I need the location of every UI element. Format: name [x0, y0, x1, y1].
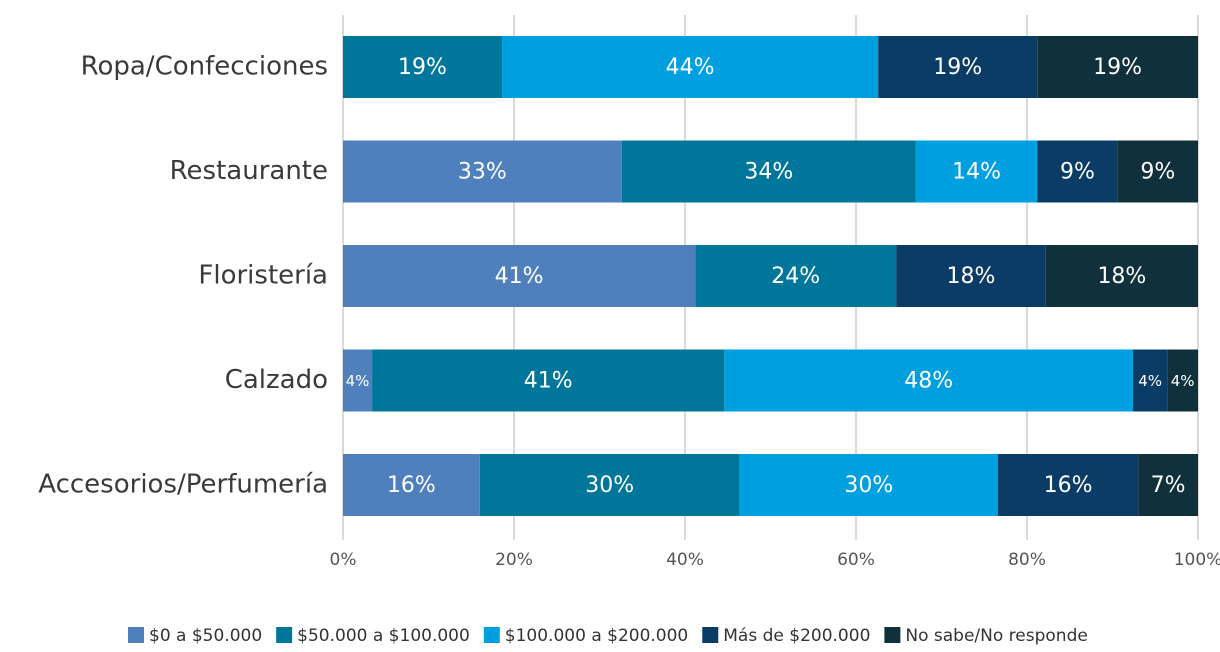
category-label: Accesorios/Perfumería: [38, 470, 328, 500]
x-tick-label: 60%: [837, 550, 875, 570]
data-label: 19%: [933, 55, 982, 80]
data-label: 24%: [771, 264, 820, 289]
data-label: 41%: [524, 369, 573, 394]
legend-swatch: [483, 627, 500, 643]
bar-segment: [343, 140, 622, 203]
bar-segment: [343, 349, 373, 412]
bar-segment: [621, 140, 916, 203]
category-label: Restaurante: [170, 156, 328, 186]
data-label: 18%: [1097, 264, 1146, 289]
bar-segment: [1167, 349, 1198, 412]
data-label: 16%: [1044, 473, 1093, 498]
data-label: 48%: [904, 369, 953, 394]
bar-segment: [479, 454, 740, 516]
x-tick-label: 40%: [666, 550, 704, 570]
legend-label: $0 a $50.000: [149, 626, 262, 646]
legend-label: $50.000 a $100.000: [297, 626, 470, 646]
bar-segment: [343, 245, 696, 307]
bar-segment: [502, 36, 879, 98]
category-label: Ropa/Confecciones: [81, 52, 328, 82]
bar-segment: [915, 140, 1038, 203]
bar-segment: [896, 245, 1046, 307]
data-label: 7%: [1151, 473, 1186, 498]
legend-swatch: [276, 627, 293, 643]
legend-swatch: [702, 627, 719, 643]
data-label: 4%: [346, 372, 370, 390]
data-label: 44%: [666, 55, 715, 80]
data-label: 16%: [387, 473, 436, 498]
bar-segment: [724, 349, 1134, 412]
bar-segment: [739, 454, 998, 516]
bar-segment: [1138, 454, 1198, 516]
category-label: Floristería: [198, 261, 328, 291]
x-tick-label: 80%: [1008, 550, 1046, 570]
data-label: 30%: [844, 473, 893, 498]
data-label: 19%: [1093, 55, 1142, 80]
data-label: 9%: [1060, 160, 1095, 185]
data-label: 41%: [495, 264, 544, 289]
bar-segment: [1045, 245, 1198, 307]
data-label: 9%: [1140, 160, 1175, 185]
bar-segment: [695, 245, 897, 307]
data-label: 19%: [398, 55, 447, 80]
bar-segment: [1117, 140, 1198, 203]
bar-segment: [1133, 349, 1168, 412]
bar-segment: [1037, 140, 1118, 203]
legend-label: No sabe/No responde: [905, 626, 1087, 646]
bar-segment: [878, 36, 1038, 98]
legend-label: Más de $200.000: [723, 626, 870, 646]
legend-swatch: [884, 627, 901, 643]
legend-label: $100.000 a $200.000: [505, 626, 688, 646]
category-label: Calzado: [225, 365, 328, 395]
bar-segment: [343, 454, 480, 516]
data-label: 4%: [1138, 372, 1162, 390]
bar-segment: [1037, 36, 1198, 98]
data-label: 30%: [585, 473, 634, 498]
x-tick-label: 20%: [495, 550, 533, 570]
data-label: 14%: [952, 160, 1001, 185]
bar-segment: [372, 349, 725, 412]
x-tick-label: 0%: [330, 550, 357, 570]
data-label: 4%: [1171, 372, 1195, 390]
data-label: 34%: [744, 160, 793, 185]
bar-segment: [343, 36, 503, 98]
bar-segment: [997, 454, 1139, 516]
x-tick-label: 100%: [1174, 550, 1220, 570]
data-label: 33%: [458, 160, 507, 185]
data-label: 18%: [947, 264, 996, 289]
legend-swatch: [128, 627, 144, 643]
